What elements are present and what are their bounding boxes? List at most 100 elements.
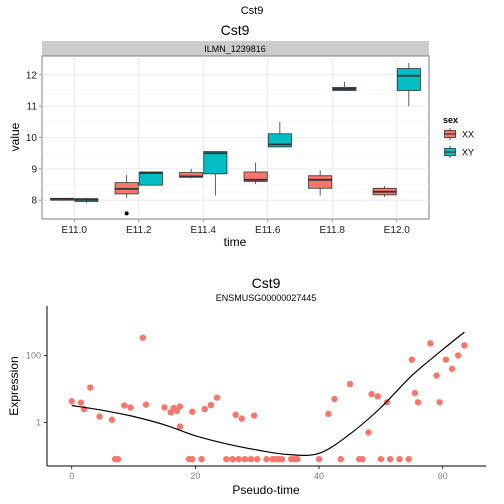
x-tick-label: E11.6 [255, 225, 281, 236]
scatter-point [359, 455, 366, 463]
boxplot-legend: sex XX XY [442, 115, 474, 160]
scatter-points [68, 334, 468, 463]
scatter-point [77, 399, 85, 406]
scatter-point [408, 356, 416, 363]
boxplot-title: Cst9 [221, 22, 250, 38]
x-tick-label: E12.0 [384, 225, 411, 236]
scatter-point [414, 399, 422, 406]
boxplot-grid [42, 56, 429, 219]
scatter-point [396, 455, 403, 463]
x-tick-label: E11.8 [320, 225, 346, 236]
scatter-point [436, 399, 443, 406]
scatter-point [142, 401, 150, 408]
scatter-point [241, 455, 249, 463]
scatter-point [189, 455, 196, 463]
scatter-point [213, 394, 221, 401]
scatter-panel: Cst9 ENSMUSG00000027445 0 20 40 60 1 100 Pseu… [7, 275, 486, 497]
facet-strip [42, 41, 429, 56]
scatter-point [250, 412, 258, 419]
scatter-point [331, 395, 338, 403]
x-tick-label: E11.4 [191, 225, 217, 236]
smooth-trend-line [71, 331, 465, 456]
boxplot-xlabel: time [224, 235, 247, 249]
y-tick-label: 8 [31, 196, 37, 207]
scatter-point [315, 455, 323, 463]
boxplot-boxes [50, 62, 421, 216]
legend-label-xy: XY [462, 148, 474, 158]
scatter-point [368, 390, 375, 398]
scatter-point [337, 455, 344, 463]
y-tick-label: 100 [26, 350, 41, 360]
scatter-point [346, 380, 354, 388]
scatter-point [127, 404, 134, 411]
scatter-point [96, 413, 103, 420]
scatter-point [254, 455, 261, 463]
y-tick-label: 10 [26, 133, 38, 144]
scatter-point [374, 393, 381, 400]
legend-title: sex [443, 115, 458, 125]
box-outlier-point [124, 211, 129, 216]
scatter-point [207, 401, 215, 409]
scatter-point [201, 405, 208, 413]
scatter-point [427, 340, 434, 347]
x-tick-label: E11.2 [126, 225, 152, 236]
scatter-point [383, 399, 391, 406]
x-tick-label: 0 [69, 471, 74, 481]
scatter-point [121, 402, 128, 409]
y-tick-label: 12 [26, 70, 38, 81]
scatter-xlabel: Pseudo-time [232, 483, 300, 497]
page-title: Cst9 [241, 5, 264, 17]
x-tick-label: 40 [314, 471, 324, 481]
scatter-point [448, 365, 456, 372]
scatter-point [108, 416, 116, 423]
scatter-ylabel: Expression [7, 356, 21, 415]
scatter-point [454, 352, 462, 359]
scatter-point [247, 455, 255, 463]
scatter-point [263, 455, 270, 463]
x-tick-label: 20 [190, 471, 200, 481]
scatter-point [176, 403, 184, 410]
scatter-point [386, 455, 394, 463]
box-xy [138, 171, 163, 186]
scatter-point [229, 455, 236, 463]
scatter-point [325, 410, 332, 418]
facet-label: ILMN_1239816 [204, 44, 266, 54]
scatter-point [198, 455, 205, 463]
scatter-title: Cst9 [252, 275, 281, 291]
scatter-point [161, 404, 168, 411]
scatter-point [365, 429, 372, 436]
scatter-point [176, 423, 184, 430]
x-tick-label: 60 [438, 471, 448, 481]
boxplot-ticks: 8 9 10 11 12 E11.0 E11.2 E11.4 E11.6 E11.8 E12.0 [26, 70, 410, 236]
scatter-point [173, 407, 181, 415]
box-xx [179, 172, 204, 178]
box-xy [203, 151, 228, 175]
scatter-point [235, 455, 242, 463]
scatter-ticks: 0 20 40 60 1 100 [26, 350, 448, 481]
box-xx [243, 171, 268, 182]
boxplot-ylabel: value [8, 122, 22, 151]
scatter-point [68, 398, 75, 405]
scatter-point [278, 455, 286, 463]
boxplot-panel: Cst9 ILMN_1239816 8 9 10 11 12 E11.0 E11.2 E11.… [8, 22, 474, 249]
scatter-point [433, 372, 440, 379]
scatter-point [232, 411, 239, 418]
y-tick-label: 11 [27, 102, 38, 113]
scatter-point [377, 455, 385, 463]
x-tick-label: E11.0 [62, 225, 88, 236]
box-xy [396, 68, 421, 91]
scatter-point [238, 415, 245, 422]
scatter-point [139, 334, 147, 341]
y-tick-label: 9 [31, 164, 37, 175]
scatter-point [442, 356, 450, 363]
scatter-subtitle: ENSMUSG00000027445 [216, 293, 317, 303]
y-tick-label: 1 [36, 417, 41, 427]
scatter-point [294, 455, 301, 463]
legend-label-xx: XX [462, 130, 474, 140]
scatter-point [87, 384, 94, 391]
scatter-point [411, 389, 419, 397]
scatter-point [223, 455, 230, 463]
scatter-point [189, 408, 196, 415]
scatter-point [405, 455, 412, 463]
